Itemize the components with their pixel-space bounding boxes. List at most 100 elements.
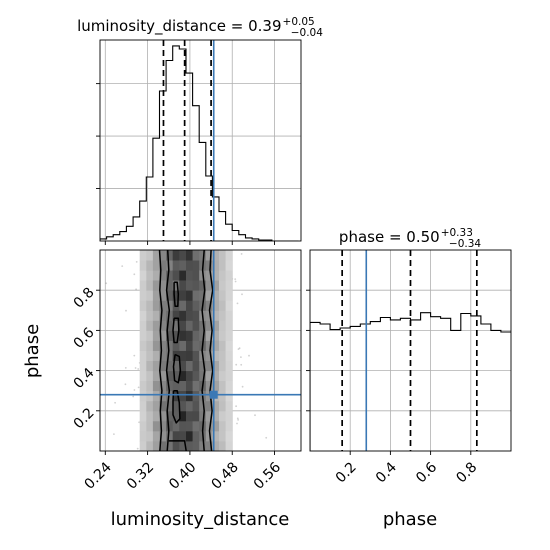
2d-density-cell [172,360,180,372]
2d-density-cell [159,280,167,291]
2d-density-cell [186,320,193,331]
2d-density-cell [219,300,226,311]
2d-density-cell [212,330,220,341]
2d-density-cell [139,380,147,392]
2d-density-cell [139,310,147,321]
2d-density-cell [166,370,174,381]
2d-density-cell [212,260,220,271]
phase-plot-area [310,250,511,451]
2d-sample-point [124,367,127,369]
2d-density-cell [205,380,213,392]
2d-density-cell [139,440,147,451]
2d-density-cell [192,250,200,261]
2d-density-cell [159,350,167,361]
2d-density-cell [199,400,207,412]
2d-density-cell [172,330,180,341]
2d-density-cell [199,330,207,341]
2d-density-cell [225,370,233,381]
2d-density-cell [212,280,220,291]
2d-density-cell [172,310,180,321]
2d-density-cell [186,360,193,372]
2d-density-cell [152,330,160,341]
2d-density-cell [199,360,207,372]
2d-density-cell [186,300,193,311]
2d-y-tick-label: 0.8 [71,285,98,312]
2d-sample-point [236,422,238,425]
2d-density-cell [205,270,213,281]
2d-density-cell [192,320,200,331]
2d-sample-point [234,280,237,283]
2d-density-cell [199,370,207,381]
2d-sample-point [138,421,141,424]
2d-density-cell [199,250,207,261]
2d-density-cell [179,260,187,271]
2d-sample-point [135,261,138,263]
phase-histogram [310,312,511,451]
2d-density-cell [205,300,213,311]
2d-density-cell [146,300,154,311]
2d-panel [96,249,302,455]
2d-sample-point [241,385,244,388]
2d-density-cell [225,280,233,291]
2d-density-cell [186,330,193,341]
2d-density-cell [186,430,193,442]
2d-density-cell [192,390,200,402]
2d-y-tick-label: 0.4 [71,365,98,392]
2d-x-tick-label: 0.56 [251,459,284,492]
2d-x-tick-label: 0.24 [82,459,115,492]
2d-density-cell [139,390,147,402]
2d-density-cell [166,400,174,412]
2d-density-cell [152,270,160,281]
2d-density-cell [159,390,167,402]
2d-density-cell [172,320,180,331]
2d-density-cell [192,340,200,351]
2d-density-cell [212,440,220,451]
2d-density-cell [225,380,233,392]
2d-density-cell [146,330,154,341]
2d-sample-point [133,354,136,357]
2d-density-cell [186,350,193,361]
2d-density-cell [139,260,147,271]
2d-density-cell [159,260,167,271]
2d-density-cell [146,400,154,412]
2d-density-cell [166,270,174,281]
2d-density-cell [166,310,174,321]
2d-density-cell [192,330,200,341]
2d-density-cell [219,270,226,281]
2d-density-cell [186,370,193,381]
2d-contour-inner-1 [172,317,180,344]
2d-sample-point [235,363,238,366]
2d-density-cell [186,400,193,412]
2d-density-cell [152,440,160,451]
2d-density-cell [159,430,167,442]
2d-density-cell [179,430,187,442]
2d-density-cell [152,300,160,311]
2d-density-cell [146,410,154,422]
ld-title: luminosity_distance = 0.39+0.05 −0.04 [77,16,323,39]
2d-density-cell [139,350,147,361]
2d-density-cell [179,280,187,291]
2d-density-cell [146,340,154,351]
2d-sample-point [133,273,136,276]
2d-sample-point [114,401,116,404]
2d-density-cell [219,310,226,321]
2d-density-cell [172,420,180,432]
2d-density-cell [172,250,180,261]
ld-title-sup: +0.05 [283,16,315,28]
2d-density-cell [159,400,167,412]
2d-density-cell [139,430,147,442]
2d-density-cell [192,260,200,271]
2d-density-cell [146,360,154,372]
2d-density-cell [219,280,226,291]
2d-density-cell [212,300,220,311]
2d-density-cell [212,380,220,392]
2d-density-cell [152,370,160,381]
2d-density-cell [199,440,207,451]
2d-density-cell [179,330,187,341]
2d-density-cell [192,380,200,392]
2d-density-cell [139,250,147,261]
2d-density-cell [205,260,213,271]
2d-density-cell [205,340,213,351]
2d-density-cell [152,290,160,301]
